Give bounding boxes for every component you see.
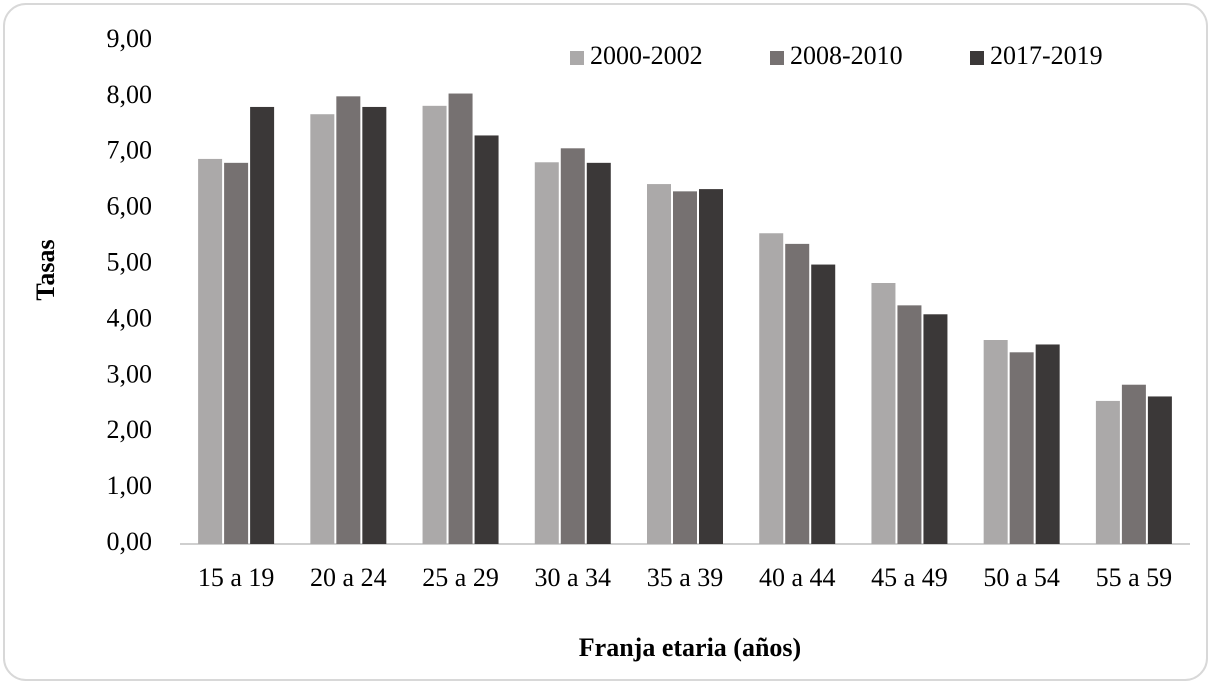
x-tick-label: 55 a 59 <box>1096 563 1173 592</box>
bar <box>224 162 249 545</box>
legend-swatch <box>970 51 984 65</box>
bar <box>448 93 473 544</box>
bar <box>534 162 559 545</box>
y-tick-label: 2,00 <box>107 415 153 444</box>
bar <box>1009 352 1034 544</box>
bar <box>250 106 275 545</box>
bar <box>1121 384 1146 544</box>
y-tick-label: 7,00 <box>107 136 153 165</box>
bar <box>1095 400 1120 544</box>
y-tick-label: 9,00 <box>107 24 153 53</box>
y-axis-title: Tasas <box>31 239 60 300</box>
x-tick-label: 20 a 24 <box>310 563 387 592</box>
bar <box>897 305 922 544</box>
x-tick-label: 40 a 44 <box>759 563 836 592</box>
x-tick-label: 50 a 54 <box>983 563 1060 592</box>
legend-label: 2008-2010 <box>790 41 903 70</box>
y-tick-label: 3,00 <box>107 359 153 388</box>
y-tick-label: 4,00 <box>107 303 153 332</box>
bar <box>1147 396 1172 544</box>
bar <box>699 189 723 544</box>
bar <box>785 243 810 545</box>
bar <box>422 105 447 544</box>
y-tick-label: 6,00 <box>107 192 153 221</box>
x-tick-label: 30 a 34 <box>535 563 612 592</box>
bar <box>336 96 361 544</box>
legend-swatch <box>570 51 584 65</box>
bar <box>586 162 611 545</box>
legend-label: 2017-2019 <box>990 41 1103 70</box>
bar <box>474 135 499 545</box>
bar <box>310 114 335 544</box>
x-tick-label: 35 a 39 <box>647 563 724 592</box>
bar <box>560 148 585 544</box>
bar <box>983 340 1008 544</box>
y-tick-label: 8,00 <box>107 80 153 109</box>
x-tick-label: 25 a 29 <box>422 563 499 592</box>
y-tick-label: 0,00 <box>107 527 153 556</box>
x-tick-label: 45 a 49 <box>871 563 948 592</box>
x-axis-title: Franja etaria (años) <box>579 633 801 662</box>
y-tick-label: 1,00 <box>107 471 153 500</box>
bar <box>759 233 784 544</box>
x-tick-label: 15 a 19 <box>198 563 275 592</box>
bar <box>198 158 223 545</box>
bar <box>923 314 948 544</box>
bar <box>673 191 697 544</box>
bar <box>362 106 387 545</box>
bar <box>647 184 671 544</box>
bar <box>871 282 896 544</box>
legend-label: 2000-2002 <box>590 41 703 70</box>
bar <box>1035 344 1060 544</box>
bar <box>811 264 836 544</box>
y-tick-label: 5,00 <box>107 248 153 277</box>
legend-swatch <box>770 51 784 65</box>
